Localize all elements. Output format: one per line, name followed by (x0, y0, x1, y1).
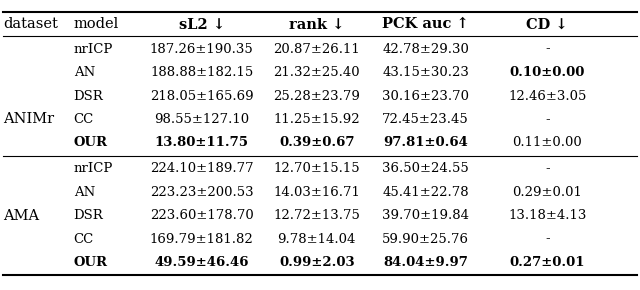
Text: nrICP: nrICP (74, 162, 113, 175)
Text: AMA: AMA (3, 209, 39, 223)
Text: OUR: OUR (74, 256, 108, 269)
Text: 0.29±0.01: 0.29±0.01 (512, 186, 582, 199)
Text: 169.79±181.82: 169.79±181.82 (150, 233, 253, 246)
Text: 12.70±15.15: 12.70±15.15 (273, 162, 360, 175)
Text: AN: AN (74, 66, 95, 79)
Text: 72.45±23.45: 72.45±23.45 (382, 113, 469, 126)
Text: -: - (545, 233, 550, 246)
Text: DSR: DSR (74, 209, 103, 222)
Text: 49.59±46.46: 49.59±46.46 (154, 256, 249, 269)
Text: DSR: DSR (74, 90, 103, 103)
Text: 97.81±0.64: 97.81±0.64 (383, 136, 468, 149)
Text: 0.10±0.00: 0.10±0.00 (509, 66, 585, 79)
Text: 43.15±30.23: 43.15±30.23 (382, 66, 469, 79)
Text: 42.78±29.30: 42.78±29.30 (382, 43, 469, 56)
Text: 11.25±15.92: 11.25±15.92 (273, 113, 360, 126)
Text: 14.03±16.71: 14.03±16.71 (273, 186, 360, 199)
Text: 0.99±2.03: 0.99±2.03 (279, 256, 355, 269)
Text: -: - (545, 43, 550, 56)
Text: 0.39±0.67: 0.39±0.67 (279, 136, 355, 149)
Text: 188.88±182.15: 188.88±182.15 (150, 66, 253, 79)
Text: 13.80±11.75: 13.80±11.75 (155, 136, 248, 149)
Text: 30.16±23.70: 30.16±23.70 (382, 90, 469, 103)
Text: ANIMr: ANIMr (3, 113, 54, 126)
Text: 98.55±127.10: 98.55±127.10 (154, 113, 249, 126)
Text: 9.78±14.04: 9.78±14.04 (278, 233, 356, 246)
Text: -: - (545, 162, 550, 175)
Text: 20.87±26.11: 20.87±26.11 (273, 43, 360, 56)
Text: OUR: OUR (74, 136, 108, 149)
Text: sL2 ↓: sL2 ↓ (179, 17, 225, 32)
Text: AN: AN (74, 186, 95, 199)
Text: 218.05±165.69: 218.05±165.69 (150, 90, 253, 103)
Text: 187.26±190.35: 187.26±190.35 (150, 43, 253, 56)
Text: 223.23±200.53: 223.23±200.53 (150, 186, 253, 199)
Text: 39.70±19.84: 39.70±19.84 (382, 209, 469, 222)
Text: 224.10±189.77: 224.10±189.77 (150, 162, 253, 175)
Text: 21.32±25.40: 21.32±25.40 (273, 66, 360, 79)
Text: 59.90±25.76: 59.90±25.76 (382, 233, 469, 246)
Text: CC: CC (74, 113, 94, 126)
Text: 25.28±23.79: 25.28±23.79 (273, 90, 360, 103)
Text: -: - (545, 113, 550, 126)
Text: model: model (74, 17, 119, 32)
Text: 12.72±13.75: 12.72±13.75 (273, 209, 360, 222)
Text: 45.41±22.78: 45.41±22.78 (382, 186, 469, 199)
Text: CC: CC (74, 233, 94, 246)
Text: PCK auc ↑: PCK auc ↑ (382, 17, 469, 32)
Text: 84.04±9.97: 84.04±9.97 (383, 256, 468, 269)
Text: dataset: dataset (3, 17, 58, 32)
Text: 13.18±4.13: 13.18±4.13 (508, 209, 586, 222)
Text: nrICP: nrICP (74, 43, 113, 56)
Text: 223.60±178.70: 223.60±178.70 (150, 209, 253, 222)
Text: 12.46±3.05: 12.46±3.05 (508, 90, 586, 103)
Text: 36.50±24.55: 36.50±24.55 (382, 162, 469, 175)
Text: 0.11±0.00: 0.11±0.00 (513, 136, 582, 149)
Text: CD ↓: CD ↓ (526, 17, 568, 32)
Text: rank ↓: rank ↓ (289, 17, 344, 32)
Text: 0.27±0.01: 0.27±0.01 (509, 256, 585, 269)
